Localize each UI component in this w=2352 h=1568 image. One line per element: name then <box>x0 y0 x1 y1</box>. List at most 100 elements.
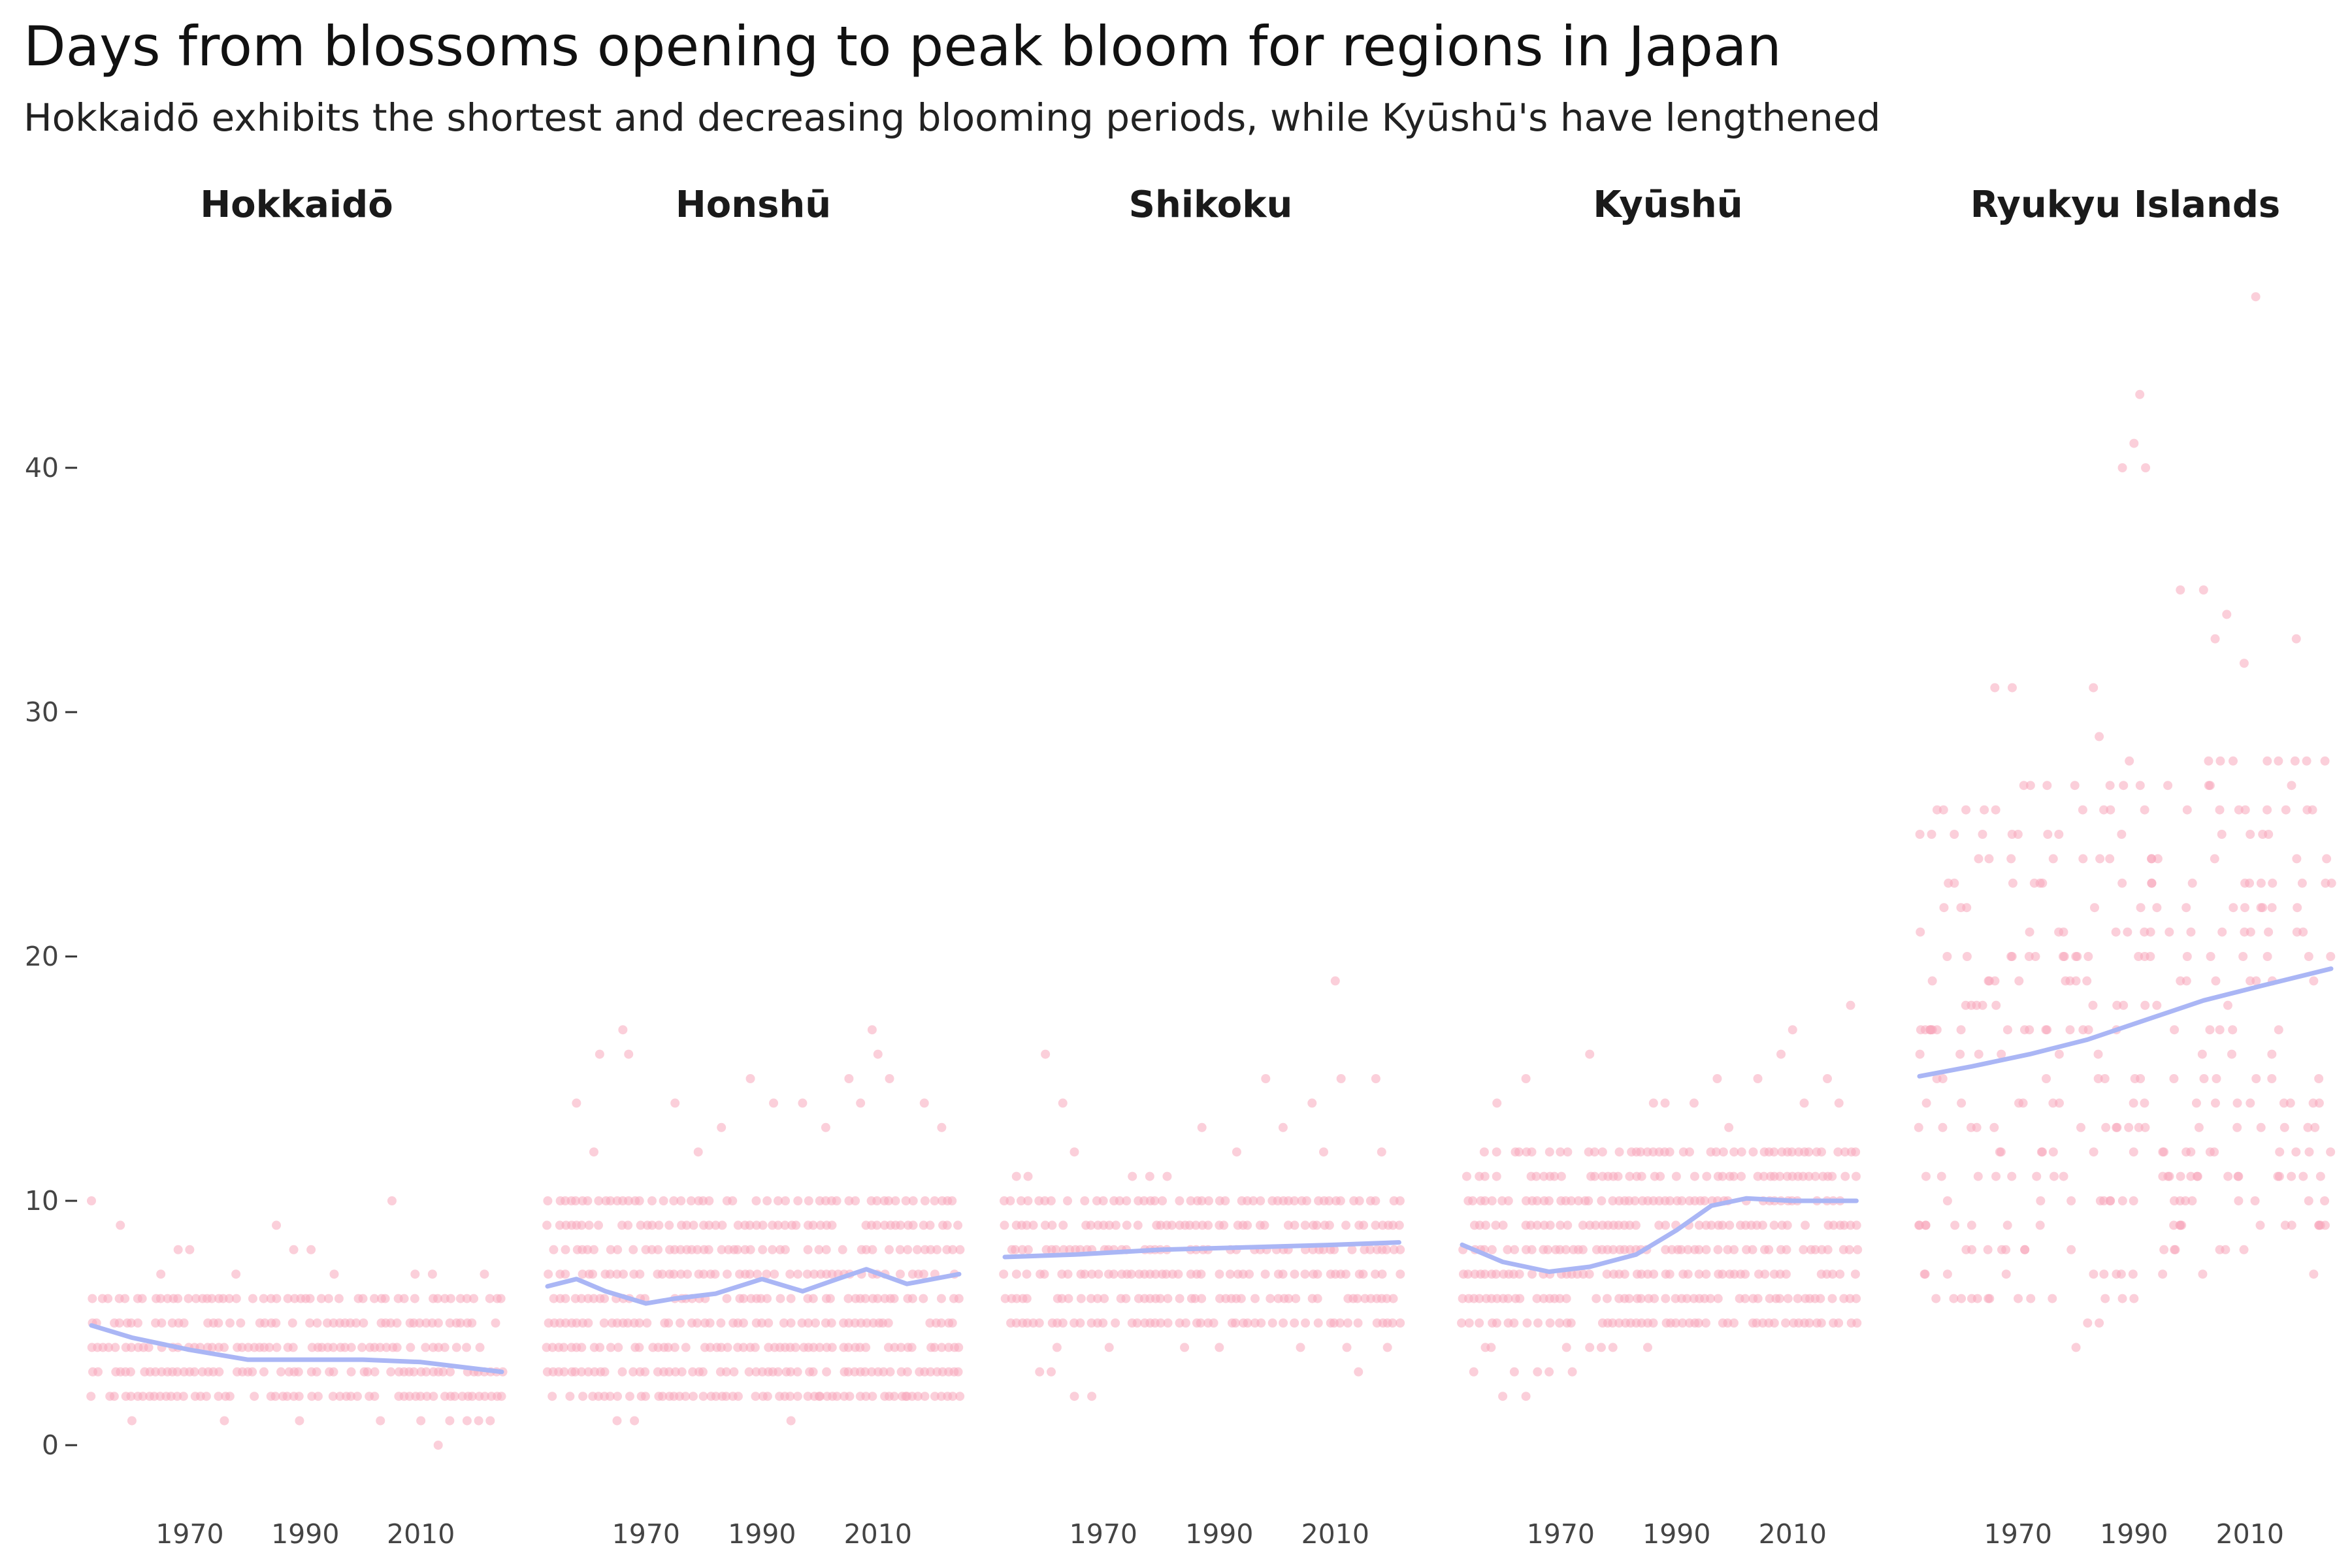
data-point <box>272 1343 282 1352</box>
trend-line <box>545 1267 962 1306</box>
data-point <box>786 1318 796 1328</box>
data-point <box>913 1392 923 1401</box>
data-point <box>1503 1196 1513 1205</box>
data-point <box>416 1416 426 1426</box>
data-point <box>259 1294 269 1303</box>
data-point <box>1527 1147 1537 1157</box>
data-point <box>1834 1318 1844 1328</box>
data-point <box>2089 1147 2099 1157</box>
data-point <box>606 1245 615 1254</box>
data-point <box>2054 1098 2064 1108</box>
data-point <box>293 1367 303 1377</box>
data-point <box>664 1367 674 1377</box>
data-point <box>825 1294 835 1303</box>
data-point <box>2176 585 2185 595</box>
data-point <box>1671 1171 1681 1181</box>
data-point <box>1509 1367 1519 1377</box>
data-point <box>2042 1025 2052 1035</box>
data-point <box>2267 903 2277 913</box>
data-point <box>1098 1318 1108 1328</box>
data-point <box>282 1392 292 1401</box>
data-point <box>751 1196 761 1205</box>
data-point <box>2223 1000 2232 1010</box>
data-point <box>322 1318 332 1328</box>
data-point <box>2320 1220 2330 1230</box>
data-point <box>1052 1343 1062 1352</box>
data-point <box>2217 927 2227 937</box>
data-point <box>711 1220 721 1230</box>
data-point <box>352 1392 362 1401</box>
data-point <box>2285 1098 2295 1108</box>
data-point <box>2025 927 2034 937</box>
data-point <box>2310 1122 2320 1132</box>
data-point <box>359 1318 368 1328</box>
data-point <box>2281 805 2291 815</box>
data-point <box>890 1343 900 1352</box>
data-point <box>1950 1220 1960 1230</box>
data-point <box>1592 1294 1601 1303</box>
data-point <box>1139 1196 1149 1205</box>
data-point <box>1158 1196 1168 1205</box>
data-point <box>2187 878 2197 888</box>
data-point <box>1689 1098 1699 1108</box>
data-point <box>1521 1074 1531 1083</box>
data-point <box>860 1367 870 1377</box>
data-point <box>2117 1196 2127 1205</box>
data-point <box>2267 1074 2277 1083</box>
data-point <box>1319 1147 1329 1157</box>
data-point <box>1151 1269 1160 1279</box>
data-point <box>843 1343 853 1352</box>
data-point <box>294 1392 304 1401</box>
data-point <box>2197 1049 2207 1059</box>
data-point <box>565 1392 575 1401</box>
data-point <box>179 1318 189 1328</box>
data-point <box>1371 1196 1380 1205</box>
data-point <box>1636 1294 1646 1303</box>
data-point <box>659 1196 668 1205</box>
data-point <box>885 1367 895 1377</box>
data-point <box>1921 1171 1931 1181</box>
data-point <box>1503 1294 1513 1303</box>
data-point <box>698 1392 708 1401</box>
data-point <box>1827 1171 1837 1181</box>
data-point <box>1649 1269 1659 1279</box>
data-point <box>1614 1318 1624 1328</box>
data-point <box>2018 1098 2028 1108</box>
data-point <box>704 1196 714 1205</box>
data-point <box>908 1196 918 1205</box>
data-point <box>1921 1098 1931 1108</box>
data-point <box>1236 1294 1246 1303</box>
data-point <box>1833 1147 1843 1157</box>
data-point <box>2038 1147 2048 1157</box>
data-point <box>896 1220 906 1230</box>
data-point <box>1962 903 1972 913</box>
data-point <box>1637 1171 1646 1181</box>
data-point <box>762 1294 772 1303</box>
data-point <box>682 1220 692 1230</box>
data-point <box>1330 976 1340 986</box>
data-point <box>1016 1196 1026 1205</box>
data-point <box>1250 1294 1260 1303</box>
data-point <box>376 1416 385 1426</box>
data-point <box>1620 1269 1629 1279</box>
data-point <box>1040 1196 1050 1205</box>
data-point <box>1354 1367 1364 1377</box>
data-point <box>595 1049 604 1059</box>
data-point <box>220 1416 229 1426</box>
data-point <box>2140 1098 2149 1108</box>
data-point <box>658 1392 668 1401</box>
data-point <box>1180 1343 1190 1352</box>
data-point <box>1278 1269 1288 1279</box>
data-point <box>2217 830 2227 839</box>
data-point <box>1799 1098 1809 1108</box>
data-point <box>2256 878 2266 888</box>
data-point <box>1063 1269 1073 1279</box>
data-point <box>2129 1147 2138 1157</box>
data-point <box>845 1392 855 1401</box>
data-point <box>2019 781 2029 791</box>
data-point <box>1555 1294 1565 1303</box>
data-point <box>1514 1147 1524 1157</box>
data-point <box>329 1269 339 1279</box>
data-point <box>2089 1269 2099 1279</box>
data-point <box>669 1196 679 1205</box>
